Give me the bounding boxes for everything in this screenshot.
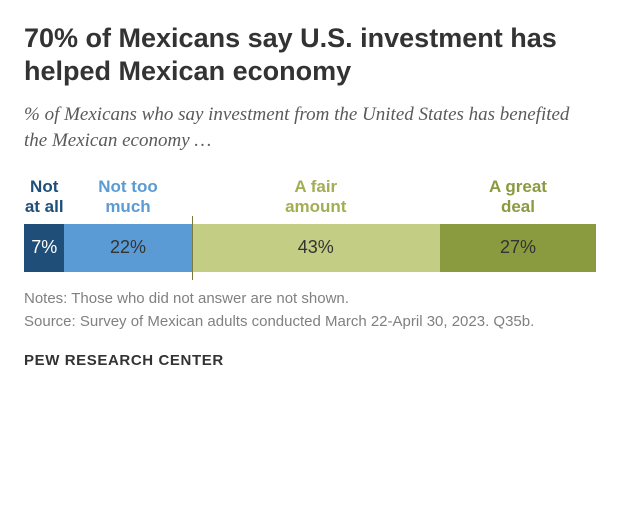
legend-item: Notat all bbox=[24, 177, 64, 218]
legend-row: Notat allNot toomuchA fairamountA greatd… bbox=[24, 177, 596, 218]
bar-container: 7%22%43%27% bbox=[24, 224, 596, 272]
bar-segment: 7% bbox=[24, 224, 64, 272]
legend-item: A greatdeal bbox=[440, 177, 596, 218]
legend-item: A fairamount bbox=[192, 177, 440, 218]
legend-item: Not toomuch bbox=[64, 177, 191, 218]
stacked-bar-chart: Notat allNot toomuchA fairamountA greatd… bbox=[24, 177, 596, 272]
notes-text: Notes: Those who did not answer are not … bbox=[24, 288, 596, 309]
attribution-text: PEW RESEARCH CENTER bbox=[24, 352, 596, 369]
bar-segment: 43% bbox=[192, 224, 440, 272]
bar-segment: 22% bbox=[64, 224, 191, 272]
source-text: Source: Survey of Mexican adults conduct… bbox=[24, 311, 596, 332]
chart-subtitle: % of Mexicans who say investment from th… bbox=[24, 102, 596, 155]
chart-title: 70% of Mexicans say U.S. investment has … bbox=[24, 22, 596, 88]
bar-segment: 27% bbox=[440, 224, 596, 272]
chart-divider-line bbox=[192, 216, 193, 280]
